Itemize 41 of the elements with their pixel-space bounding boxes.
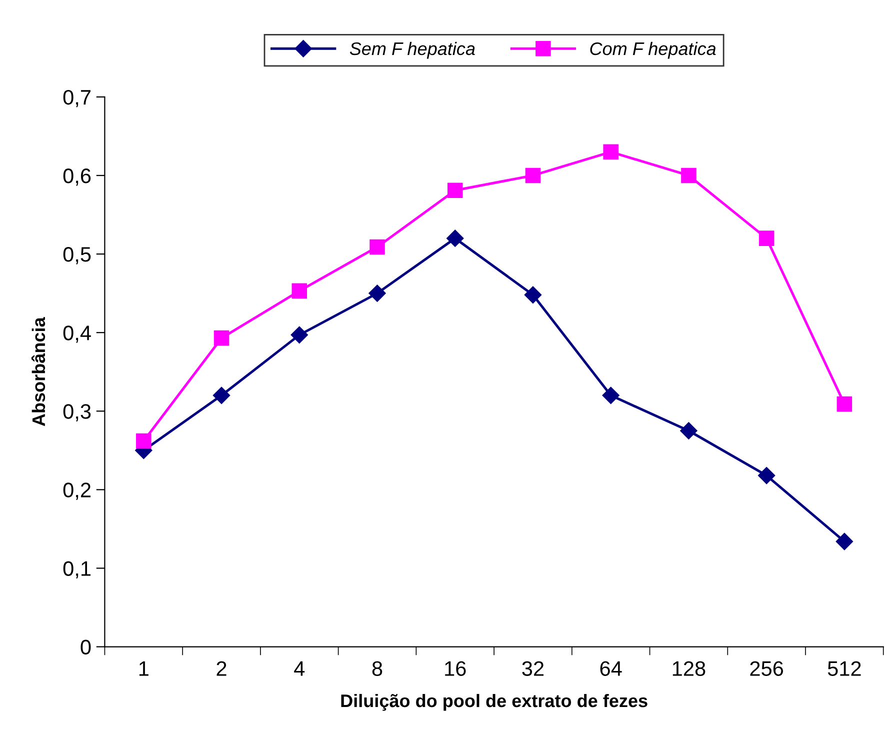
y-tick-label: 0,6 <box>63 168 91 186</box>
point <box>214 330 230 346</box>
point <box>603 144 618 160</box>
point <box>212 386 230 404</box>
point <box>136 433 152 449</box>
y-tick-label: 0,7 <box>63 90 90 108</box>
legend-label: Sem F hepatica <box>350 42 475 59</box>
x-tick-label: 2 <box>216 661 226 676</box>
x-axis-title: Diluição do pool de extrato de fezes <box>341 694 648 711</box>
point <box>292 283 308 299</box>
y-tick-label: 0 <box>80 640 91 655</box>
x-tick-label: 512 <box>828 661 861 676</box>
y-axis-title: Absorbância <box>31 317 46 426</box>
point <box>447 182 463 198</box>
point <box>602 386 620 404</box>
y-tick-label: 0,4 <box>63 326 91 343</box>
x-tick-label: 64 <box>600 661 622 676</box>
x-tick-label: 16 <box>445 661 466 676</box>
x-tick-label: 128 <box>672 661 706 676</box>
point <box>836 532 853 550</box>
x-tick-label: 4 <box>294 661 305 676</box>
y-tick-label: 0,3 <box>63 404 91 422</box>
point <box>681 168 696 184</box>
x-tick-label: 256 <box>750 661 784 676</box>
legend-label: Com F hepatica <box>590 42 716 59</box>
point <box>446 230 464 247</box>
point <box>836 396 852 412</box>
point <box>525 168 541 184</box>
y-tick-label: 0,5 <box>63 247 91 264</box>
point <box>290 326 308 344</box>
x-tick-label: 32 <box>522 661 544 676</box>
y-tick-label: 0,2 <box>63 482 90 500</box>
point <box>680 422 698 440</box>
x-tick-label: 8 <box>372 661 382 676</box>
point <box>370 239 385 255</box>
point <box>758 466 776 484</box>
point <box>368 284 386 302</box>
x-tick-label: 1 <box>139 661 148 676</box>
point <box>524 286 542 304</box>
point <box>758 230 774 246</box>
y-tick-label: 0,1 <box>63 561 91 578</box>
